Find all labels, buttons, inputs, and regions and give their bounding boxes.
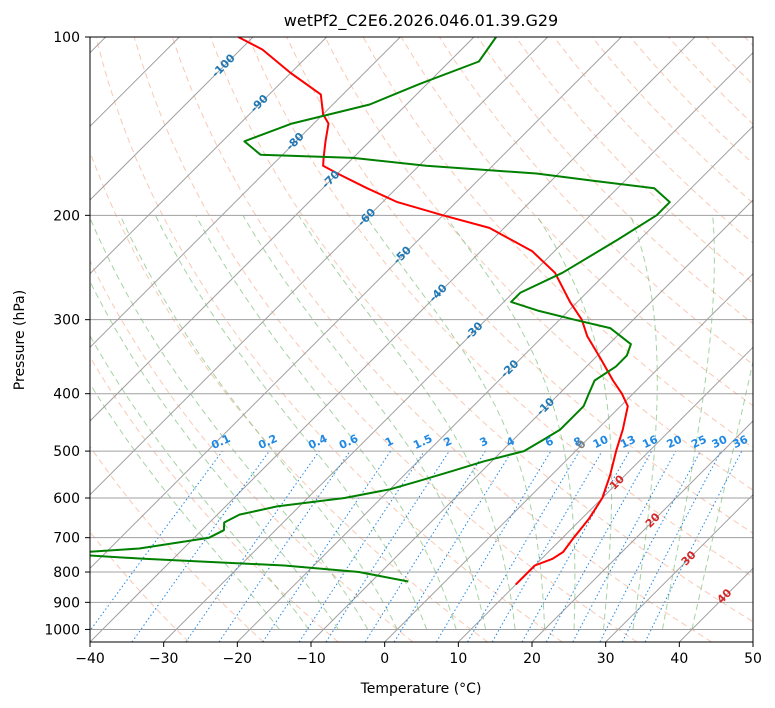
sounding-profiles (90, 37, 671, 586)
isotherm-line (236, 125, 753, 642)
mixing-ratio-line (572, 450, 677, 642)
dry-adiabat-line (324, 37, 753, 491)
mixing-ratio-line (218, 450, 351, 642)
y-tick-label: 900 (53, 595, 80, 611)
mixing-ratio-line (545, 450, 653, 642)
x-axis-label: Temperature (°C) (360, 681, 482, 697)
x-tick-label: −40 (75, 651, 105, 667)
dry-adiabat-line (515, 37, 753, 284)
y-tick-label: 400 (53, 387, 80, 403)
chart-title: wetPf2_C2E6.2026.046.01.39.G29 (284, 11, 558, 31)
mixing-ratio-label: 25 (689, 433, 708, 451)
x-tick-label: 0 (380, 651, 389, 667)
dry-adiabat-line (171, 37, 712, 642)
y-tick-label: 200 (53, 208, 80, 224)
dry-adiabat-line (95, 37, 563, 642)
moist-adiabat-line (90, 334, 310, 630)
mixing-ratio-label: 20 (665, 433, 685, 451)
x-axis-ticks: −40 −30 −20 −10 0 10 20 30 40 50 (75, 642, 762, 667)
moist-adiabat-line (90, 280, 339, 630)
y-tick-label: 100 (53, 30, 80, 46)
isotherm-line (90, 37, 254, 201)
moist-adiabat-line (242, 215, 487, 630)
dry-adiabat-line (90, 259, 414, 642)
x-tick-label: −30 (149, 651, 179, 667)
isotherm-line (384, 272, 753, 642)
x-tick-label: 50 (744, 651, 762, 667)
y-axis-label: Pressure (hPa) (12, 290, 28, 390)
dewpoint-profile-line (90, 37, 671, 583)
mixing-ratio-label: 10 (591, 433, 611, 451)
mixing-ratio-line (393, 450, 513, 642)
mixing-ratio-line (90, 450, 223, 632)
x-tick-label: 20 (523, 651, 541, 667)
plot-frame (89, 36, 754, 643)
y-tick-label: 1000 (44, 622, 80, 638)
mixing-ratio-label: 16 (640, 433, 660, 451)
y-tick-label: 700 (53, 531, 80, 547)
temperature-profile-line (237, 37, 629, 586)
y-axis-ticks: 100 200 300 400 500 600 700 800 900 1000 (44, 30, 90, 638)
isotherm-line (163, 51, 753, 642)
mixing-ratio-line (131, 450, 270, 642)
y-tick-label: 800 (53, 565, 80, 581)
mixing-ratio-label: 30 (710, 433, 730, 451)
mixing-ratio-label: 36 (731, 433, 751, 451)
x-tick-label: 10 (449, 651, 467, 667)
isotherm-line (90, 37, 622, 570)
y-tick-label: 300 (53, 313, 80, 329)
x-tick-label: −20 (223, 651, 253, 667)
x-tick-label: 40 (670, 651, 688, 667)
x-tick-label: 30 (597, 651, 615, 667)
isotherm-line (605, 493, 753, 642)
isotherm-line (90, 37, 475, 422)
moist-adiabat-line (119, 215, 398, 630)
dry-adiabat-line (90, 445, 264, 642)
mixing-ratio-line (325, 450, 450, 642)
y-tick-label: 600 (53, 491, 80, 507)
dry-adiabat-line (248, 37, 753, 578)
mixing-ratio-line (298, 450, 425, 642)
dry-adiabat-line (90, 356, 339, 642)
dry-adiabat-line (210, 37, 753, 623)
isotherm-line (310, 199, 753, 642)
isotherm-line (90, 37, 401, 349)
mixing-ratio-line (644, 450, 743, 642)
x-tick-label: −10 (296, 651, 326, 667)
mixing-ratio-line (185, 450, 320, 642)
dry-adiabat-line (286, 37, 753, 534)
y-tick-label: 500 (53, 444, 80, 460)
isotherm-line (90, 37, 328, 275)
isotherm-line (457, 346, 753, 642)
isotherm-line (90, 37, 549, 496)
isotherm-line (531, 420, 753, 642)
mixing-ratio-label: 13 (618, 433, 637, 451)
pressure-gridlines (90, 37, 753, 630)
